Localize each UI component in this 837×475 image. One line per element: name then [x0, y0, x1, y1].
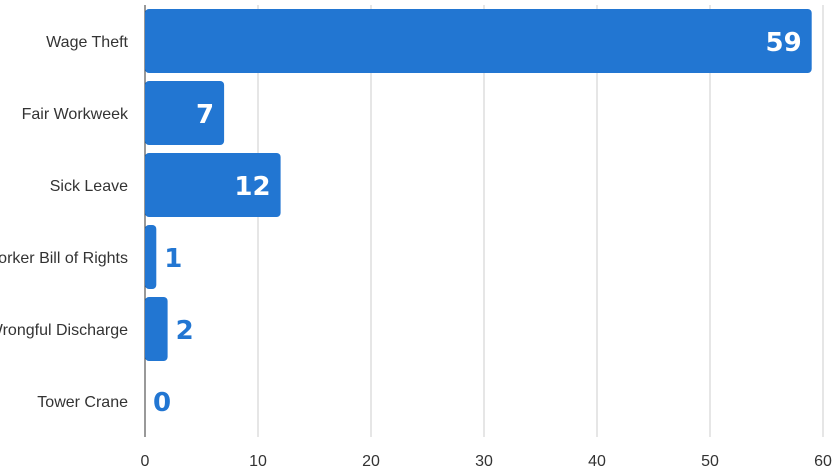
bar — [145, 9, 812, 73]
bar — [145, 225, 157, 289]
bar — [145, 81, 225, 145]
category-labels: Wage Theft Fair Workweek Sick Leave Worker … — [0, 34, 129, 411]
x-tick-labels: 0 10 20 30 40 50 60 — [141, 453, 832, 470]
data-label: 59 — [766, 28, 802, 58]
category-label: Wrongful Discharge — [0, 322, 128, 339]
data-label: 7 — [196, 100, 214, 130]
x-tick-label: 40 — [588, 453, 606, 470]
gridlines — [144, 5, 824, 437]
x-tick-label: 30 — [475, 453, 493, 470]
data-label: 2 — [176, 316, 194, 346]
category-label: Worker Bill of Rights — [0, 250, 128, 267]
category-label: Fair Workweek — [22, 106, 129, 123]
category-label: Sick Leave — [50, 178, 128, 195]
bar — [145, 297, 168, 361]
data-label: 12 — [234, 172, 270, 202]
x-tick-label: 20 — [362, 453, 380, 470]
category-label: Tower Crane — [37, 394, 128, 411]
x-tick-label: 60 — [814, 453, 832, 470]
category-label: Wage Theft — [46, 34, 128, 51]
x-tick-label: 10 — [249, 453, 267, 470]
x-tick-label: 0 — [141, 453, 150, 470]
x-tick-label: 50 — [701, 453, 719, 470]
data-label: 1 — [164, 244, 182, 274]
bars — [145, 9, 812, 361]
data-label: 0 — [153, 388, 171, 418]
bar — [145, 153, 281, 217]
